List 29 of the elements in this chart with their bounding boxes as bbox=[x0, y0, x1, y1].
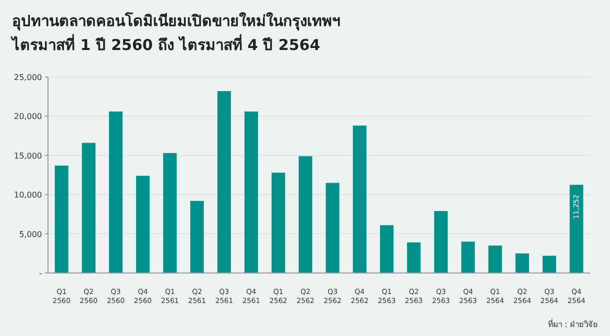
chart-subtitle: ไตรมาสที่ 1 ปี 2560 ถึง ไตรมาสที่ 4 ปี 2564 bbox=[10, 34, 320, 54]
chart-title: อุปทานตลาดคอนโดมิเนียมเปิดขายใหม่ในกรุงเทพฯ bbox=[12, 11, 340, 31]
y-tick-label: - bbox=[39, 269, 42, 278]
y-tick-label: 10,000 bbox=[14, 190, 42, 200]
bar bbox=[108, 111, 123, 273]
bar bbox=[298, 156, 312, 273]
bar bbox=[488, 246, 502, 273]
text: ที่มา : ฝ่ายวิจัย bbox=[548, 318, 598, 329]
bar bbox=[542, 256, 556, 273]
y-tick-label: 20,000 bbox=[14, 112, 42, 122]
bar bbox=[461, 242, 475, 273]
bar bbox=[163, 153, 177, 273]
bar bbox=[272, 172, 286, 273]
bar bbox=[434, 211, 448, 273]
y-tick-label: 25,000 bbox=[14, 73, 42, 82]
bar bbox=[82, 142, 96, 273]
y-tick-label: 15,000 bbox=[14, 151, 42, 160]
bar bbox=[326, 182, 340, 273]
y-tick-label: 5,000 bbox=[19, 230, 42, 239]
bar bbox=[244, 111, 258, 273]
bar bbox=[515, 253, 530, 273]
bar bbox=[570, 184, 584, 273]
bar bbox=[54, 166, 68, 273]
bar bbox=[407, 242, 421, 273]
bar bbox=[217, 91, 231, 273]
bar bbox=[190, 200, 204, 273]
bar bbox=[352, 126, 366, 273]
bar bbox=[136, 176, 150, 273]
bar bbox=[380, 225, 394, 273]
